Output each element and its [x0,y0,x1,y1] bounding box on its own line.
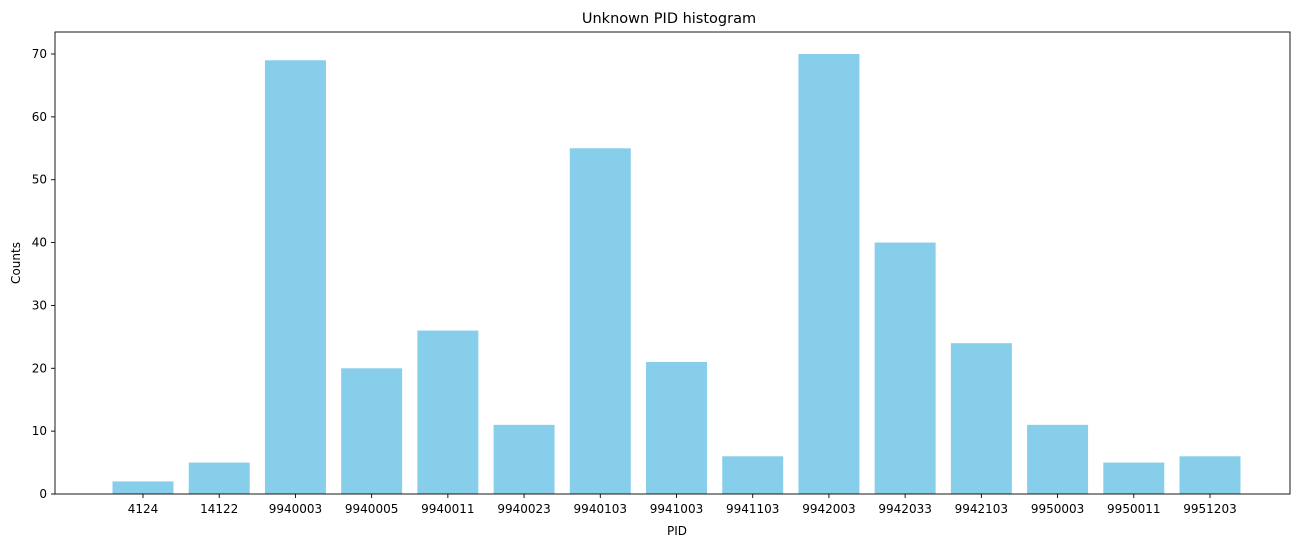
x-tick-label: 9942033 [878,502,931,516]
x-tick-label: 14122 [200,502,238,516]
bar-9940005 [341,368,403,494]
x-tick-label: 9941003 [650,502,703,516]
bar-9941003 [646,362,707,494]
y-tick-label: 50 [32,173,47,187]
chart-title: Unknown PID histogram [582,11,756,27]
bar-4124 [112,481,174,494]
x-tick-label: 9950011 [1107,502,1160,516]
x-tick-label: 9950003 [1031,502,1084,516]
plot-frame [54,31,1291,495]
bar-9940011 [417,330,479,494]
x-tick-label: 9942103 [955,502,1008,516]
bar-9950003 [1027,424,1089,494]
y-tick-label: 20 [32,361,47,375]
bar-9951203 [1179,456,1241,494]
x-tick-label: 9951203 [1183,502,1236,516]
bar-9942103 [950,343,1012,494]
bar-9941103 [722,456,784,494]
bar-9940003 [264,60,326,495]
bar-9940103 [569,148,631,495]
x-tick-label: 9940005 [345,502,398,516]
bar-9942033 [874,242,936,494]
bar-9950011 [1103,462,1165,494]
y-tick-label: 10 [32,424,47,438]
bar-14122 [188,462,250,494]
x-axis-ticks: 4124 14122 9940003 9940005 9940011 9940023 994… [128,494,1237,516]
y-tick-label: 30 [32,298,47,312]
x-axis-title: PID [667,524,687,538]
x-tick-label: 9940003 [269,502,322,516]
x-tick-label: 9942003 [802,502,855,516]
y-tick-label: 70 [32,47,47,61]
x-tick-label: 4124 [128,502,159,516]
bar-9940023 [493,424,555,494]
y-tick-label: 0 [39,487,47,501]
bars-group [112,54,1241,495]
x-tick-label: 9940103 [574,502,627,516]
x-tick-label: 9940023 [497,502,550,516]
y-axis-title: Counts [9,242,23,284]
y-tick-label: 40 [32,236,47,250]
x-tick-label: 9940011 [421,502,474,516]
bar-9942003 [798,54,860,494]
y-tick-label: 60 [32,110,47,124]
y-axis-ticks: 0 10 20 30 40 50 60 70 [32,47,55,501]
x-tick-label: 9941103 [726,502,779,516]
